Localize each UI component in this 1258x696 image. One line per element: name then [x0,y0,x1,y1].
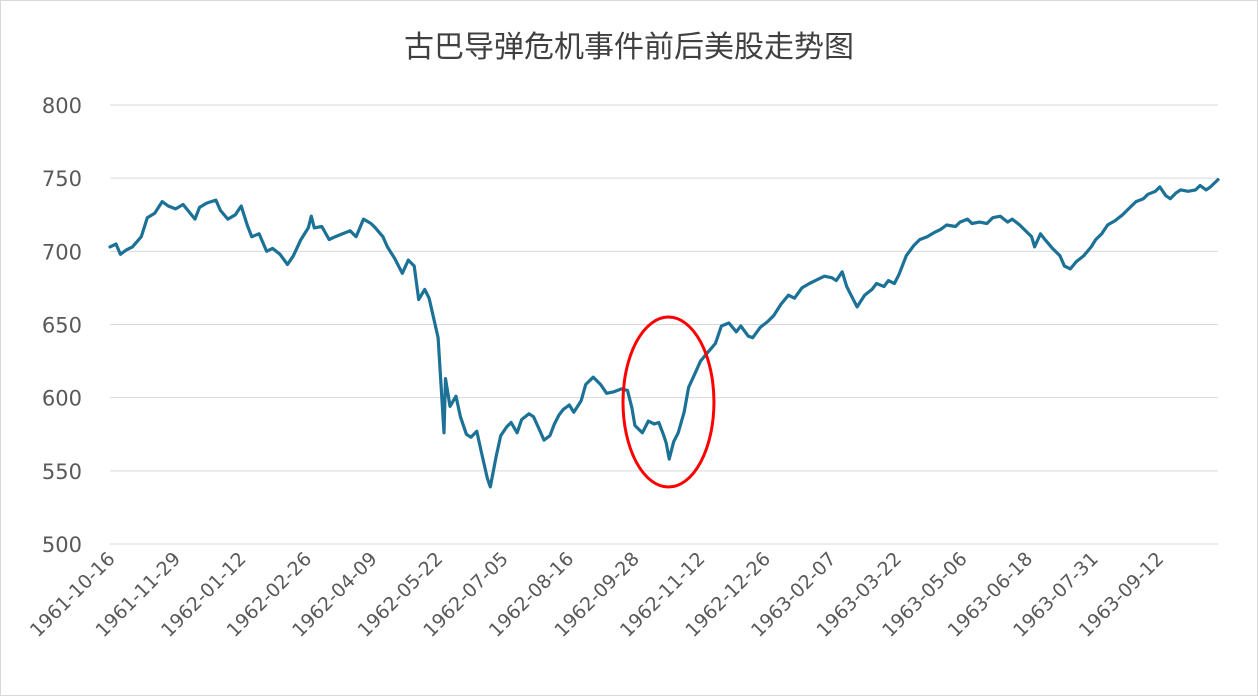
y-tick-label: 550 [42,460,82,484]
x-axis-ticks: 1961-10-161961-11-291962-01-121962-02-26… [26,548,1168,642]
y-axis-ticks: 500 550 600 650 700 750 800 [42,94,82,557]
annotation-layer [621,315,716,489]
highlight-circle [621,315,716,489]
series-line [108,178,1220,489]
y-tick-label: 750 [42,167,82,191]
gridlines [110,104,1218,545]
y-tick-label: 700 [42,240,82,264]
y-tick-label: 600 [42,387,82,411]
series-layer [108,178,1220,489]
y-tick-label: 500 [42,533,82,557]
y-tick-label: 800 [42,94,82,118]
y-tick-label: 650 [42,314,82,338]
chart-title: 古巴导弹危机事件前后美股走势图 [404,30,854,65]
